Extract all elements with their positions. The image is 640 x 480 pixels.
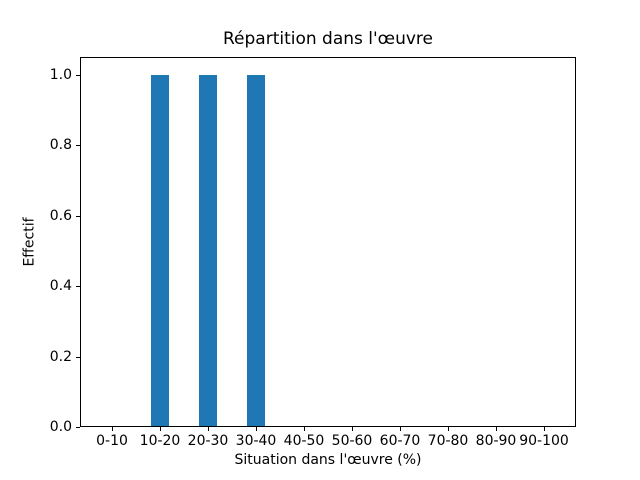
bar [151, 74, 169, 426]
x-axis-label: Situation dans l'œuvre (%) [234, 452, 422, 468]
x-tick-label: 70-80 [427, 433, 469, 449]
x-tick-mark [208, 427, 209, 431]
x-tick-mark [496, 427, 497, 431]
y-tick-mark [76, 356, 80, 358]
x-tick-mark [544, 427, 545, 431]
x-tick-mark [304, 427, 305, 431]
x-tick-label: 20-30 [187, 433, 229, 449]
x-tick-label: 0-10 [96, 433, 128, 449]
x-tick-mark [352, 427, 353, 431]
y-tick-mark [76, 427, 80, 428]
y-tick-label: 0.6 [49, 207, 72, 224]
y-tick-mark [76, 145, 80, 147]
x-tick-label: 30-40 [235, 433, 277, 449]
x-tick-mark [160, 427, 161, 431]
x-tick-label: 40-50 [283, 433, 325, 449]
x-tick-mark [400, 427, 401, 431]
x-tick-label: 10-20 [139, 433, 181, 449]
y-tick-mark [76, 74, 80, 76]
y-tick-label: 0.8 [49, 137, 72, 154]
y-axis-label: Effectif [21, 217, 38, 267]
bar [199, 74, 217, 426]
y-tick-mark [76, 215, 80, 217]
x-tick-label: 90-100 [519, 433, 569, 449]
x-tick-mark [112, 427, 113, 431]
x-tick-label: 50-60 [331, 433, 373, 449]
x-tick-label: 80-90 [475, 433, 517, 449]
y-tick-mark [76, 286, 80, 287]
x-tick-mark [256, 427, 257, 431]
y-tick-label: 1.0 [49, 66, 72, 83]
chart-title: Répartition dans l'œuvre [222, 29, 433, 49]
x-tick-mark [448, 427, 449, 431]
x-tick-label: 60-70 [379, 433, 421, 449]
bar [247, 74, 265, 426]
y-tick-label: 0.0 [49, 419, 72, 435]
y-tick-label: 0.2 [49, 348, 72, 365]
y-tick-label: 0.4 [49, 278, 72, 294]
